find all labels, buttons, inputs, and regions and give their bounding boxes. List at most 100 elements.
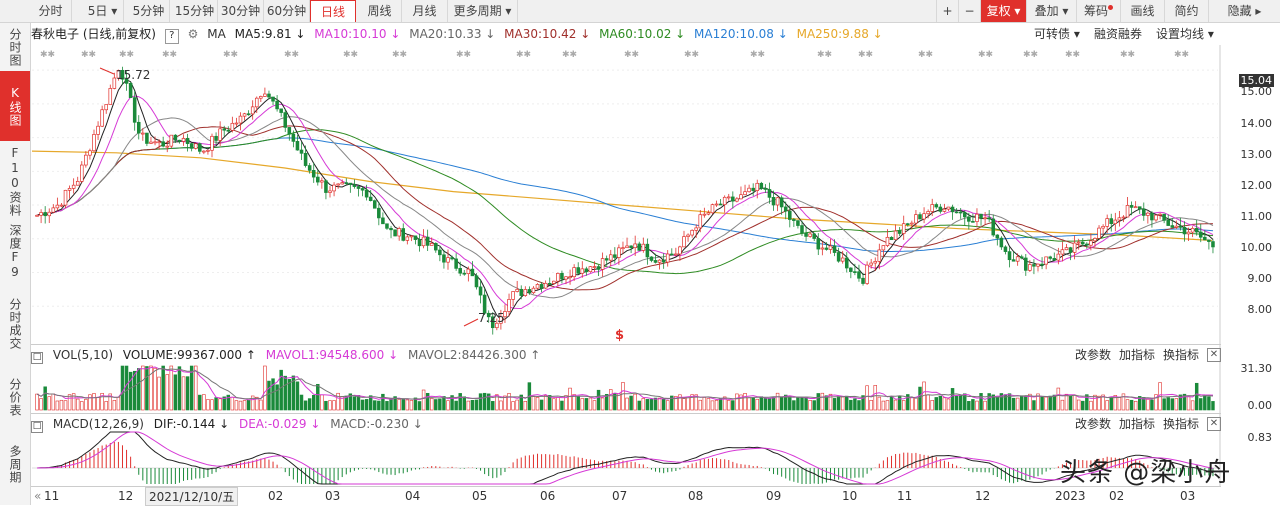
candle-body — [519, 288, 524, 296]
ma60-line — [36, 129, 1214, 275]
volume-bar — [775, 392, 780, 411]
sidebar-item-kline[interactable]: K线图 — [0, 71, 30, 141]
volume-bar — [141, 365, 145, 411]
tab-more-periods[interactable]: 更多周期 ▾ — [448, 0, 518, 22]
sidebar-item-multiperiod[interactable]: 多周期 — [8, 444, 22, 484]
candle-body — [995, 234, 1000, 239]
volume-bar — [263, 365, 267, 411]
candle-body — [954, 211, 959, 214]
candle-body — [470, 268, 475, 277]
volume-bar — [600, 397, 605, 411]
tab-5day[interactable]: 5日 ▾ — [82, 0, 124, 22]
volume-bar — [779, 396, 784, 411]
sidebar-item-timeshare[interactable]: 分时图 — [8, 27, 22, 67]
tab-60min[interactable]: 60分钟 — [264, 0, 310, 22]
candle-body — [657, 259, 662, 263]
scroll-left-icon[interactable]: « — [34, 489, 42, 503]
vol-close-icon[interactable]: ✕ — [1207, 348, 1221, 362]
vol-add-indicator-button[interactable]: 加指标 — [1119, 348, 1156, 362]
ma-settings-gear-icon[interactable]: ⚙ — [187, 27, 199, 41]
candle-body — [234, 122, 239, 125]
x-axis-label: 02 — [1109, 489, 1125, 503]
volume-bar — [108, 393, 112, 411]
macd-add-indicator-button[interactable]: 加指标 — [1119, 417, 1156, 431]
candle-body — [189, 143, 194, 149]
volume-bar — [910, 397, 914, 411]
tab-timeshare[interactable]: 分时 — [30, 0, 72, 22]
event-star-icon: ✱✱ — [516, 50, 531, 60]
volume-bar — [462, 396, 466, 411]
margin-trading-link[interactable]: 融资融券 — [1094, 27, 1143, 41]
sidebar-item-trades[interactable]: 分时成交 — [8, 298, 22, 350]
volume-bar — [999, 393, 1004, 411]
help-icon[interactable]: ? — [164, 29, 179, 44]
macd-switch-indicator-button[interactable]: 换指标 — [1163, 417, 1200, 431]
volume-bar — [336, 392, 340, 411]
hide-button[interactable]: 隐藏 ▸ — [1208, 0, 1280, 22]
candle-body — [377, 207, 381, 219]
candle-body — [564, 276, 568, 280]
set-ma-menu[interactable]: 设置均线 ▾ — [1156, 27, 1214, 41]
tab-15min[interactable]: 15分钟 — [172, 0, 218, 22]
chips-button[interactable]: 筹码 — [1076, 0, 1120, 22]
volume-bar — [938, 395, 943, 411]
volume-bar — [727, 400, 731, 411]
simple-mode-button[interactable]: 简约 — [1164, 0, 1208, 22]
volume-bar — [743, 393, 747, 411]
candle-body — [775, 197, 780, 206]
tab-5min[interactable]: 5分钟 — [128, 0, 170, 22]
volume-bar — [1113, 395, 1118, 411]
sidebar-item-depth[interactable]: 深度F9 — [8, 224, 22, 280]
volume-bar — [1032, 400, 1036, 411]
vol-edit-params-button[interactable]: 改参数 — [1075, 348, 1112, 362]
adjust-price-button[interactable]: 复权 ▾ — [980, 0, 1026, 22]
volume-bar — [238, 400, 243, 411]
volume-bar — [629, 395, 633, 411]
overlay-button[interactable]: 叠加 ▾ — [1026, 0, 1076, 22]
candle-body — [670, 253, 674, 256]
volume-bar — [149, 365, 153, 411]
volume-bar — [897, 395, 902, 411]
volume-bar — [926, 394, 930, 411]
tab-weekly[interactable]: 周线 — [358, 0, 402, 22]
volume-bar — [499, 400, 503, 411]
volume-bar — [1028, 393, 1032, 411]
volume-bar — [429, 398, 434, 411]
volume-bar — [580, 398, 585, 411]
sidebar-item-f10[interactable]: F10资料 — [8, 145, 22, 217]
candle-body — [1198, 231, 1203, 238]
panel-collapse-icon[interactable]: □ — [31, 352, 43, 364]
volume-bar — [918, 386, 922, 411]
vol-switch-indicator-button[interactable]: 换指标 — [1163, 348, 1200, 362]
volume-bar — [442, 396, 446, 411]
volume-bar — [1129, 399, 1134, 411]
tab-30min[interactable]: 30分钟 — [218, 0, 264, 22]
event-star-icon: ✱✱ — [918, 50, 933, 60]
draw-line-button[interactable]: 画线 — [1120, 0, 1164, 22]
candle-body — [35, 214, 39, 217]
volume-bar — [543, 395, 548, 411]
macd-edit-params-button[interactable]: 改参数 — [1075, 417, 1112, 431]
macd-close-icon[interactable]: ✕ — [1207, 417, 1221, 431]
macd-collapse-icon[interactable]: □ — [31, 421, 43, 433]
ma-info-line: 春秋电子 (日线,前复权) ? ⚙ MA MA5:9.81 ↓ MA10:10.… — [31, 23, 1280, 45]
convertible-bond-menu[interactable]: 可转债 ▾ — [1034, 27, 1080, 41]
zoom-out-button[interactable]: − — [958, 0, 980, 22]
volume-bar — [792, 400, 796, 411]
sidebar-item-price-table[interactable]: 分价表 — [8, 377, 22, 417]
x-axis-label: 05 — [472, 489, 488, 503]
volume-bar — [735, 393, 739, 411]
event-marker[interactable]: $ — [615, 328, 625, 343]
candle-body — [584, 268, 589, 273]
candle-body — [1101, 226, 1105, 229]
candle-body — [938, 206, 943, 212]
tab-daily[interactable]: 日线 — [310, 0, 356, 22]
candle-body — [226, 129, 231, 132]
candle-body — [1036, 263, 1040, 267]
volume-bar — [381, 393, 385, 411]
zoom-in-button[interactable]: + — [936, 0, 958, 22]
tab-monthly[interactable]: 月线 — [402, 0, 448, 22]
volume-bar — [547, 395, 552, 411]
volume-bar — [1019, 395, 1024, 411]
candle-body — [478, 286, 483, 296]
